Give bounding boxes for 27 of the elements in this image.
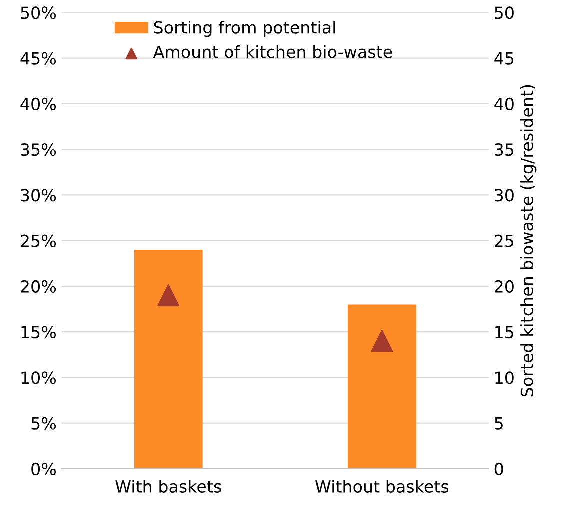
x-tick-label: Without baskets [316,480,449,493]
y2-tick-label: 15 [496,326,514,339]
y2-tick-label: 35 [495,144,514,156]
y2-tick-label: 30 [495,189,514,202]
y-tick-label: 15% [22,326,56,339]
y-tick-label: 10% [22,372,56,384]
legend-label: Amount of kitchen bio-waste [153,45,392,58]
y2-tick-label: 50 [495,6,514,20]
y2-tick-label: 20 [495,280,514,294]
y-tick-label: 45% [20,52,56,65]
x-tick-label: With baskets [116,480,222,493]
y-tick-label: 20% [21,280,56,294]
y2-tick-label: 0 [494,462,504,476]
y-tick-label: 35% [21,144,56,156]
y2-tick-label: 10 [496,372,514,384]
y-tick-label: 0% [32,462,56,476]
y-tick-label: 5% [32,417,56,430]
y-tick-label: 25% [21,234,56,248]
legend-label: Sorting from potential [154,21,336,38]
y2-tick-label: 45 [494,52,514,65]
y-tick-label: 30% [21,189,56,202]
y2-axis-title: Sorted kitchen biowaste (kg/resident) [520,85,537,397]
y-tick-label: 50% [21,6,56,20]
y-tick-label: 40% [20,98,56,111]
y2-tick-label: 40 [494,98,514,111]
y2-tick-label: 25 [495,234,514,248]
y2-tick-label: 5 [495,418,503,430]
